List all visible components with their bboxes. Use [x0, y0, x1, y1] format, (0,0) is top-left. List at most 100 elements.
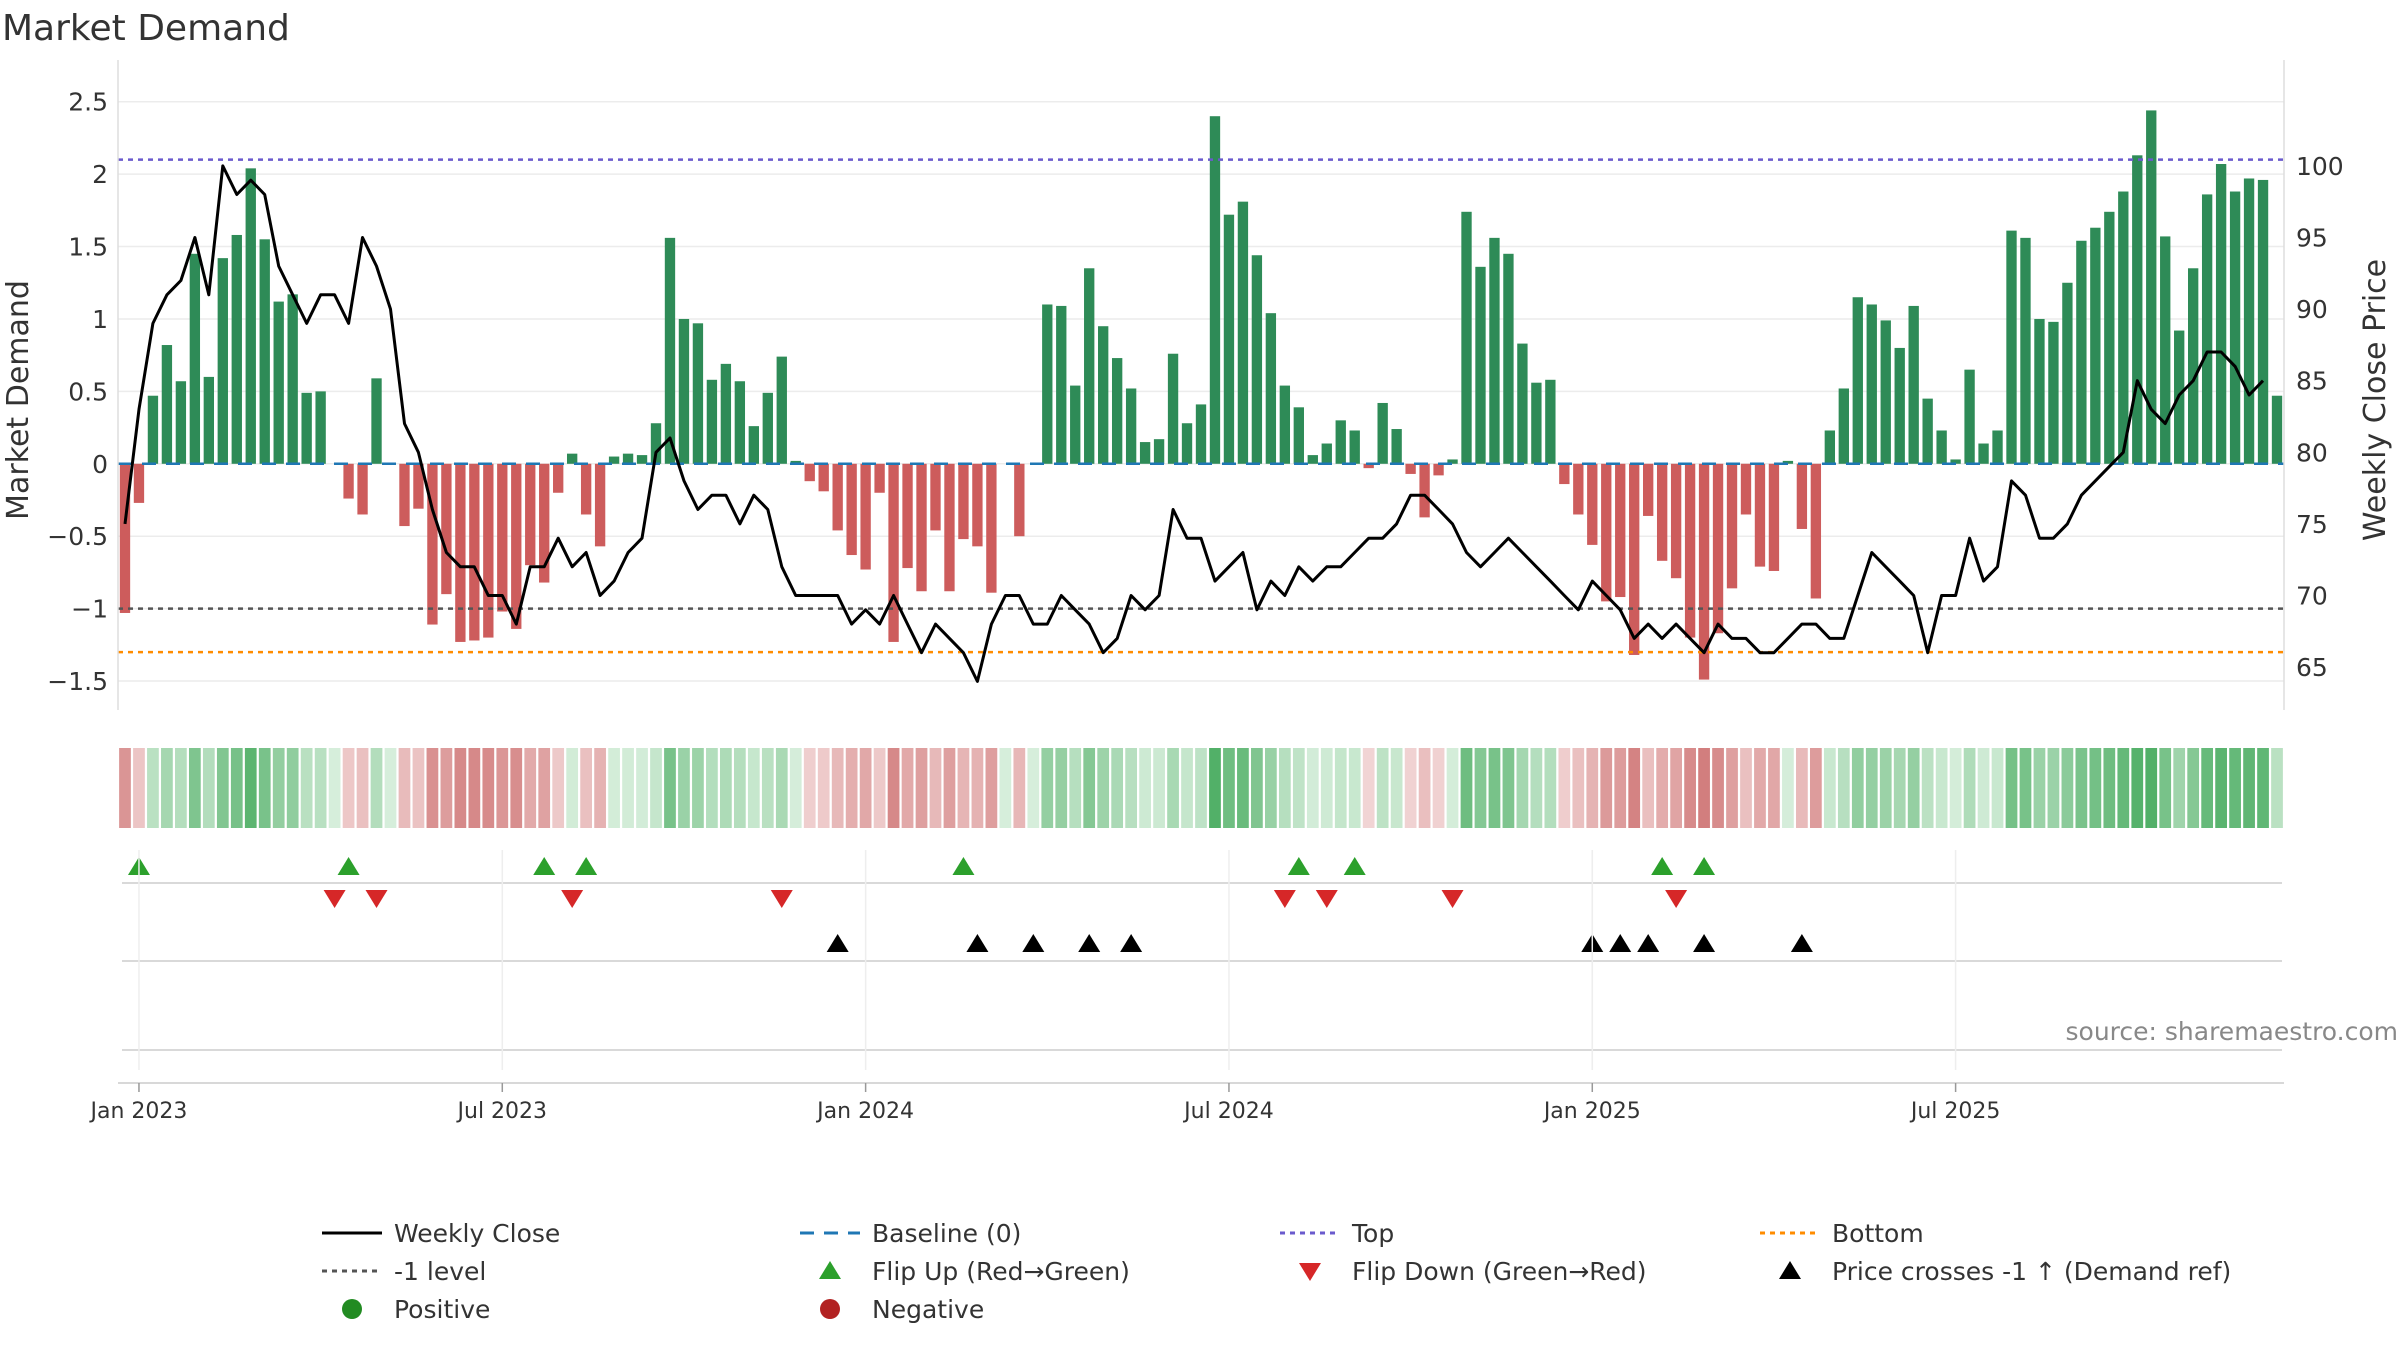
y-tick-label: 0 — [92, 450, 108, 479]
strip-cell — [2089, 748, 2102, 828]
demand-bar-negative — [497, 463, 508, 612]
strip-cell — [1306, 748, 1319, 828]
demand-bar-positive — [692, 323, 704, 464]
strip-cell — [1670, 748, 1682, 828]
strip-cell — [1362, 748, 1375, 828]
legend-label: Bottom — [1832, 1219, 1924, 1248]
demand-bar-positive — [636, 455, 648, 464]
demand-bar-positive — [776, 356, 787, 464]
flip-up-marker — [337, 857, 360, 875]
strip-cell — [2033, 748, 2046, 828]
strip-cell — [2229, 748, 2241, 828]
demand-bar-positive — [1391, 429, 1402, 464]
demand-bar-positive — [664, 237, 676, 464]
legend-item: Top — [1280, 1219, 1394, 1248]
demand-bar-negative — [1670, 463, 1682, 579]
demand-bar-positive — [1531, 382, 1542, 464]
demand-bar-negative — [1643, 463, 1654, 516]
strip-cell — [1977, 748, 1990, 828]
demand-bar-positive — [1307, 455, 1318, 464]
demand-bar-positive — [1964, 369, 1975, 464]
demand-bar-positive — [2132, 155, 2143, 464]
strip-cell — [2271, 748, 2283, 828]
x-tick-label: Jul 2024 — [1182, 1099, 1274, 1124]
demand-bar-positive — [161, 345, 173, 464]
legend-item: Bottom — [1760, 1219, 1924, 1248]
demand-bar-positive — [1070, 385, 1081, 464]
flip-down-marker — [561, 890, 584, 908]
strip-cell — [1614, 748, 1627, 828]
demand-bar-positive — [1936, 430, 1947, 464]
price-cross-marker — [1120, 934, 1143, 952]
demand-bar-positive — [245, 168, 256, 464]
chart-title: Market Demand — [2, 8, 290, 49]
strip-cell — [510, 748, 523, 828]
demand-bar-positive — [2090, 227, 2101, 464]
strip-cell — [468, 748, 481, 828]
strip-cell — [272, 748, 285, 828]
demand-bar-positive — [1782, 460, 1794, 464]
strip-cell — [594, 748, 606, 828]
demand-bar-negative — [860, 463, 871, 570]
strip-cell — [1572, 748, 1585, 828]
event-markers — [118, 857, 2284, 1084]
demand-bar-negative — [427, 463, 438, 625]
flip-down-marker — [1273, 890, 1296, 908]
strip-cell — [2131, 748, 2144, 828]
demand-bar-positive — [1321, 443, 1332, 464]
legend-item: -1 level — [322, 1257, 486, 1286]
legend-item: Flip Up (Red→Green) — [819, 1257, 1130, 1286]
strip-cell — [803, 748, 816, 828]
strip-cell — [2061, 748, 2074, 828]
demand-bar-positive — [1223, 214, 1235, 464]
legend-label: -1 level — [394, 1257, 486, 1286]
x-tick-label: Jan 2025 — [1542, 1099, 1641, 1124]
strip-cell — [1111, 748, 1124, 828]
demand-bar-positive — [650, 423, 662, 464]
demand-bar-positive — [1489, 237, 1500, 464]
strip-cell — [1642, 748, 1655, 828]
x-tick-label: Jul 2025 — [1909, 1099, 2001, 1124]
strip-cell — [1530, 748, 1543, 828]
demand-bar-negative — [1629, 463, 1640, 655]
strip-cell — [1348, 748, 1361, 828]
strip-cell — [915, 748, 928, 828]
y2-tick-label: 85 — [2296, 367, 2328, 396]
flip-down-marker — [1665, 890, 1688, 908]
demand-bar-positive — [1545, 379, 1556, 464]
legend-label: Flip Up (Red→Green) — [872, 1257, 1130, 1286]
strip-cell — [985, 748, 998, 828]
strip-cell — [1837, 748, 1850, 828]
demand-bar-negative — [1573, 463, 1584, 515]
legend-swatch — [1299, 1263, 1321, 1281]
y2-tick-label: 65 — [2296, 653, 2328, 682]
legend: Weekly Close Baseline (0) Top Bottom -1 leve… — [322, 1219, 2231, 1324]
demand-bar-positive — [1293, 407, 1304, 464]
y2-tick-label: 90 — [2296, 295, 2328, 324]
strip-cell — [1083, 748, 1096, 828]
strip-cell — [2075, 748, 2088, 828]
demand-bar-negative — [133, 463, 145, 503]
demand-bar-negative — [399, 463, 410, 527]
strip-cell — [1586, 748, 1599, 828]
y2-tick-label: 75 — [2296, 510, 2328, 539]
strip-cell — [720, 748, 732, 828]
demand-bar-positive — [1894, 347, 1905, 464]
demand-bar-positive — [2229, 191, 2241, 464]
demand-bar-negative — [944, 463, 955, 592]
strip-cell — [398, 748, 411, 828]
strip-cell — [1474, 748, 1487, 828]
demand-bar-positive — [2118, 191, 2129, 464]
demand-bar-positive — [203, 376, 215, 464]
legend-swatch — [1779, 1261, 1801, 1279]
demand-bar-negative — [846, 463, 857, 556]
demand-bar-negative — [357, 463, 368, 515]
legend-swatch — [819, 1261, 841, 1279]
strip-cell — [1237, 748, 1249, 828]
strip-cell — [1879, 748, 1892, 828]
legend-item: Negative — [820, 1295, 984, 1324]
demand-bar-negative — [1559, 463, 1570, 485]
strip-cell — [524, 748, 537, 828]
source-note: source: sharemaestro.com — [2066, 1017, 2399, 1046]
legend-label: Negative — [872, 1295, 984, 1324]
